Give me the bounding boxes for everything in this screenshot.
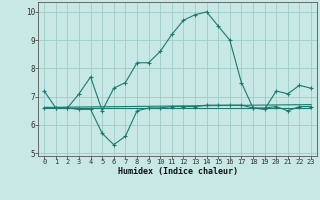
X-axis label: Humidex (Indice chaleur): Humidex (Indice chaleur) [118,167,238,176]
